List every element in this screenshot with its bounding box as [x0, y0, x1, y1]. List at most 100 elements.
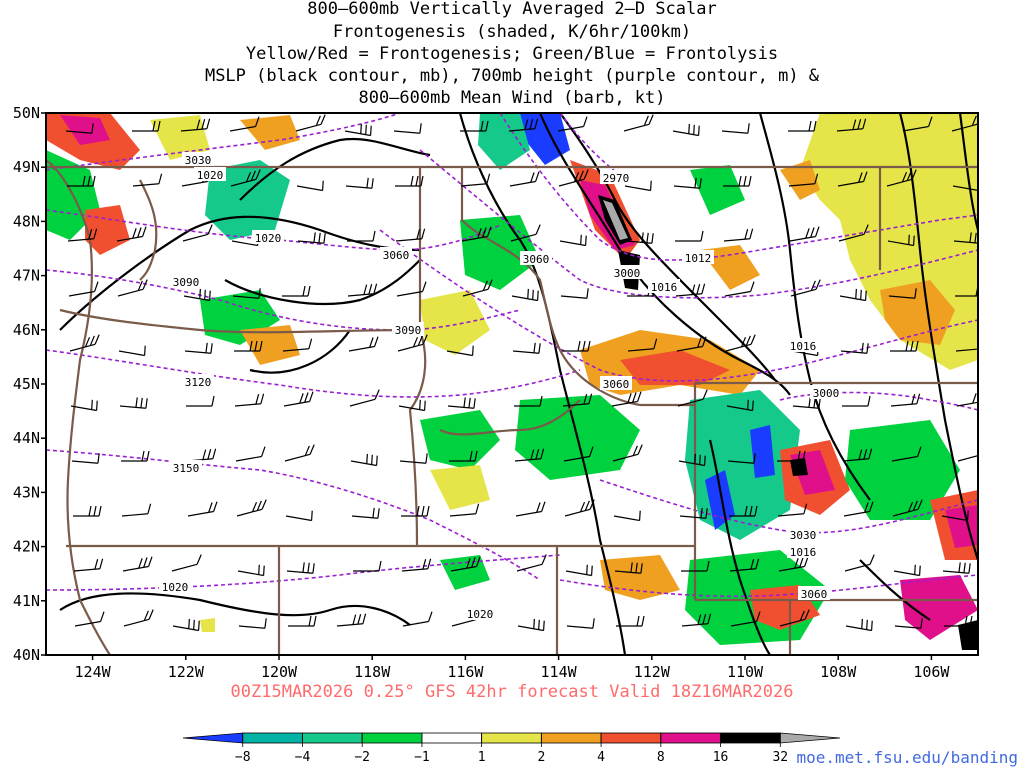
- wind-barb: [347, 283, 378, 297]
- wind-barb: [792, 397, 821, 409]
- lat-tick-label: 47N: [13, 267, 40, 285]
- shade-orange-ne2: [780, 160, 820, 200]
- wind-barb: [614, 562, 643, 574]
- wind-barb: [284, 444, 315, 462]
- wind-barb: [234, 340, 263, 352]
- wind-barb: [71, 453, 100, 464]
- wind-barb: [514, 448, 545, 462]
- border-id-mt: [460, 167, 695, 407]
- height-contour-3030b: [419, 149, 978, 299]
- wind-barb: [123, 609, 154, 627]
- wind-barb: [229, 116, 260, 132]
- wind-barb: [401, 505, 430, 517]
- wind-barb: [460, 173, 491, 187]
- wind-barb: [952, 185, 978, 192]
- title-line-3: Yellow/Red = Frontogenesis; Green/Blue =…: [245, 44, 779, 64]
- lat-tick-label: 43N: [13, 483, 40, 501]
- wind-barb: [344, 123, 372, 137]
- wind-barb: [559, 234, 587, 247]
- wind-barb: [675, 283, 706, 297]
- wind-barb: [673, 177, 702, 189]
- wind-barb: [842, 395, 871, 407]
- wind-barb: [510, 224, 541, 242]
- wind-barb: [117, 279, 148, 297]
- shade-orange-s: [600, 555, 680, 600]
- mslp-contour-4: [249, 329, 351, 374]
- wind-barb: [511, 288, 539, 302]
- title-line-5: 800—600mb Mean Wind (barb, kt): [358, 88, 666, 108]
- colorbar-label: −4: [295, 750, 311, 765]
- mslp-label: 1020: [255, 232, 282, 245]
- lat-tick-label: 42N: [13, 538, 40, 556]
- wind-barb: [845, 618, 873, 632]
- wind-barb: [893, 564, 921, 577]
- shade-yellow-nv: [200, 618, 215, 632]
- mslp-contours: [59, 113, 978, 655]
- wind-barb: [118, 345, 146, 357]
- wind-barb: [230, 169, 261, 187]
- wind-barb: [778, 556, 809, 572]
- height-label-bg: [182, 374, 214, 388]
- colorbar-swatch: [600, 732, 662, 744]
- wind-barb: [401, 558, 432, 572]
- wind-barb: [235, 446, 266, 462]
- shade-black-se: [958, 620, 978, 650]
- wind-barb: [121, 450, 150, 462]
- wind-barb: [836, 118, 867, 132]
- height-contour-2970: [559, 113, 621, 176]
- colorbar-label: −8: [235, 750, 251, 765]
- wind-barb: [69, 334, 100, 352]
- colorbar-label: 16: [713, 750, 729, 765]
- colorbar-swatch: [720, 732, 781, 744]
- wind-barb: [237, 564, 265, 577]
- wind-barb: [625, 232, 654, 244]
- colorbar-swatch: [421, 732, 483, 744]
- wind-barb: [837, 171, 868, 187]
- shade-red-sw: [620, 350, 730, 385]
- wind-barb: [282, 338, 313, 352]
- wind-barb: [395, 175, 424, 187]
- wind-barb: [676, 336, 707, 352]
- height-label-bg: [798, 586, 830, 600]
- wind-barb: [180, 118, 211, 132]
- wind-barb: [564, 499, 595, 517]
- wind-barb: [402, 611, 433, 627]
- mslp-label-bg: [252, 230, 284, 244]
- wind-barb: [953, 232, 978, 244]
- title-line-4: MSLP (black contour, mb), 700mb height (…: [204, 66, 820, 86]
- mslp-contour-1: [59, 215, 421, 331]
- wind-barb: [613, 510, 641, 522]
- wind-barb: [68, 281, 99, 297]
- height-label-bg: [392, 322, 424, 336]
- colorbar-label: 8: [657, 750, 665, 765]
- height-label-bg: [611, 265, 643, 279]
- wind-barb: [238, 618, 267, 629]
- wind-barb: [612, 444, 643, 462]
- wind-barb: [460, 120, 489, 132]
- colorbar-swatch: [361, 732, 423, 744]
- mslp-label: 1020: [197, 169, 224, 182]
- wind-barb: [186, 448, 217, 462]
- shade-yellow-wa: [150, 115, 210, 160]
- height-label-bg: [380, 247, 412, 261]
- colorbar-label: 32: [772, 750, 788, 765]
- lat-tick-label: 45N: [13, 375, 40, 393]
- wind-barb: [730, 611, 761, 627]
- wind-barb: [562, 393, 593, 407]
- wind-barb: [840, 342, 869, 354]
- wind-barb: [351, 507, 380, 519]
- lon-tick-label: 116W: [447, 663, 484, 681]
- wind-barb: [679, 507, 708, 519]
- lon-tick-label: 120W: [261, 663, 298, 681]
- shade-black-wy: [790, 458, 808, 476]
- wind-barb: [838, 224, 869, 242]
- mslp-contour-11: [59, 592, 411, 626]
- wind-barb: [349, 389, 380, 407]
- height-label: 3060: [801, 588, 828, 601]
- wind-barb: [295, 114, 326, 132]
- colorbar-swatch: [779, 732, 841, 744]
- wind-barb: [183, 288, 211, 302]
- wind-barb: [67, 175, 96, 187]
- lat-tick-label: 44N: [13, 429, 40, 447]
- wind-barb: [623, 114, 654, 132]
